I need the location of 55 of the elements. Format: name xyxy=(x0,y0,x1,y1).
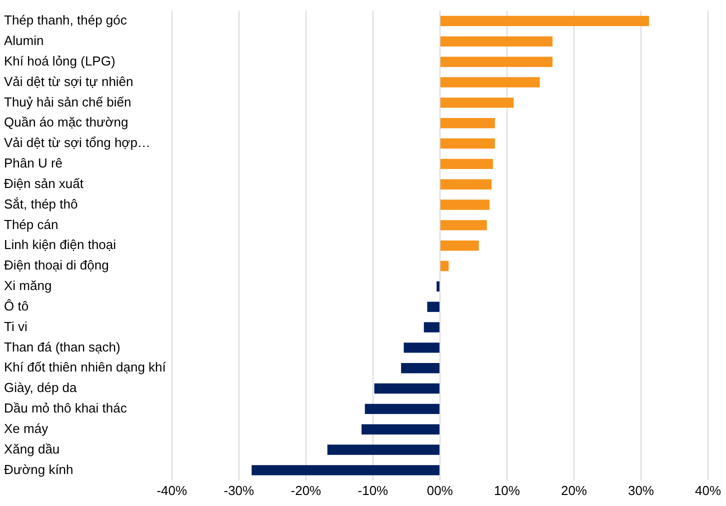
bar xyxy=(252,465,440,476)
y-tick-label: Alumin xyxy=(4,33,44,48)
y-tick-label: Điện thoại di động xyxy=(4,258,109,273)
y-tick-label: Thép cán xyxy=(4,216,58,232)
bar xyxy=(440,200,490,210)
y-tick-label: Thép thanh, thép góc xyxy=(4,12,128,28)
bar xyxy=(440,36,553,47)
bar xyxy=(440,138,495,149)
bar xyxy=(440,56,553,67)
x-tick-label: 20% xyxy=(560,482,588,498)
bar xyxy=(440,220,487,230)
y-tick-label: Ô tô xyxy=(4,298,29,314)
y-tick-label: Đường kính xyxy=(4,462,74,477)
bar xyxy=(374,383,440,394)
bar xyxy=(440,98,514,108)
bar xyxy=(401,363,440,374)
bar xyxy=(404,342,440,353)
x-tick-label: 30% xyxy=(628,482,654,498)
y-tick-label: Quần áo mặc thường xyxy=(4,114,128,130)
y-tick-label: Xi măng xyxy=(4,278,52,294)
bar xyxy=(327,444,440,455)
x-tick-label: -30% xyxy=(224,482,255,498)
y-tick-label: Phân U rê xyxy=(4,156,63,171)
y-tick-label: Vải dệt từ sợi tự nhiên xyxy=(4,74,134,89)
y-tick-label: Thuỷ hải sản chế biến xyxy=(4,94,132,110)
y-tick-label: Khí đốt thiên nhiên dạng khí xyxy=(4,360,166,375)
bar xyxy=(440,260,449,272)
x-tick-label: 10% xyxy=(494,482,520,498)
bar xyxy=(440,77,540,88)
x-tick-label: 40% xyxy=(694,482,722,498)
y-tick-label: Linh kiện điện thoại xyxy=(4,237,116,252)
y-tick-label: Khí hoá lỏng (LPG) xyxy=(4,53,116,68)
bar xyxy=(436,281,440,292)
bar xyxy=(362,424,440,434)
bar xyxy=(440,179,492,190)
y-tick-label: Dầu mỏ thô khai thác xyxy=(4,400,128,416)
bar xyxy=(440,240,479,251)
bar xyxy=(427,302,440,312)
x-tick-label: 00% xyxy=(426,482,454,498)
y-tick-label: Ti vi xyxy=(4,318,28,334)
y-tick-label: Xe máy xyxy=(4,420,49,436)
x-tick-label: -20% xyxy=(290,482,322,498)
y-tick-label: Than đá (than sạch) xyxy=(4,339,120,354)
bar xyxy=(424,322,440,332)
y-tick-label: Điện sản xuất xyxy=(4,176,84,191)
y-tick-label: Vải dệt từ sợi tổng hợp… xyxy=(4,135,150,150)
y-tick-label: Xăng dầu xyxy=(4,441,60,456)
bar xyxy=(440,158,493,170)
x-tick-label: -10% xyxy=(358,482,389,498)
x-tick-label: -40% xyxy=(156,482,188,498)
y-tick-label: Giày, dép da xyxy=(4,380,78,396)
bar xyxy=(364,404,440,414)
y-tick-label: Sắt, thép thô xyxy=(4,196,78,212)
bar xyxy=(440,16,650,26)
bar xyxy=(440,118,495,128)
